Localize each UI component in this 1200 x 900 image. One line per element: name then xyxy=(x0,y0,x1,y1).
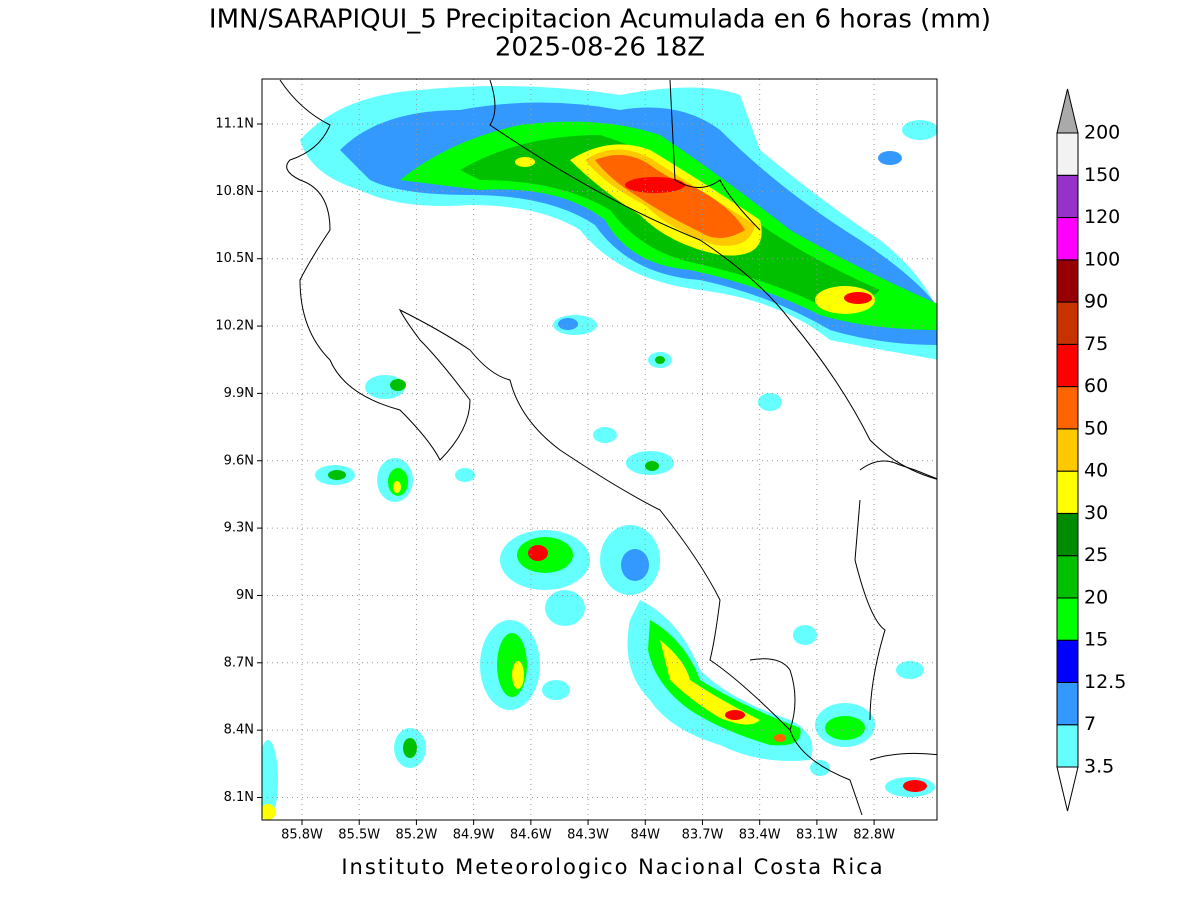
lat-tick-label: 8.4N xyxy=(224,723,254,738)
lon-tick-label: 85.8W xyxy=(281,828,323,843)
colorbar-box xyxy=(1056,724,1079,768)
colorbar-label: 100 xyxy=(1084,248,1120,270)
colorbar-box xyxy=(1056,555,1079,599)
colorbar-box xyxy=(1056,132,1079,176)
lon-tick-label: 84.3W xyxy=(567,828,609,843)
colorbar-label: 60 xyxy=(1084,375,1108,397)
colorbar-label: 12.5 xyxy=(1084,671,1126,693)
lat-tick-label: 9.3N xyxy=(224,521,254,536)
colorbar-over xyxy=(1056,88,1079,134)
lon-tick-label: 82.8W xyxy=(853,828,895,843)
lon-tick-label: 84.9W xyxy=(453,828,495,843)
colorbar-label: 90 xyxy=(1084,291,1108,313)
colorbar-box xyxy=(1056,301,1079,345)
colorbar-label: 20 xyxy=(1084,586,1108,608)
lon-tick-label: 83.4W xyxy=(739,828,781,843)
colorbar-box xyxy=(1056,428,1079,472)
lon-tick-label: 84.6W xyxy=(510,828,552,843)
colorbar-label: 150 xyxy=(1084,164,1120,186)
colorbar-box xyxy=(1056,259,1079,303)
colorbar-box xyxy=(1056,386,1079,430)
colorbar-label: 75 xyxy=(1084,333,1108,355)
lat-tick-label: 9.9N xyxy=(224,386,254,401)
colorbar-label: 120 xyxy=(1084,206,1120,228)
colorbar-box xyxy=(1056,174,1079,219)
colorbar-label: 200 xyxy=(1084,122,1120,144)
colorbar-label: 50 xyxy=(1084,417,1108,439)
lon-tick-label: 84W xyxy=(631,828,661,843)
colorbar-box xyxy=(1056,343,1079,388)
subtitle: 2025-08-26 18Z xyxy=(495,33,705,63)
colorbar-label: 25 xyxy=(1084,544,1108,566)
colorbar-box xyxy=(1056,597,1079,641)
colorbar-label: 30 xyxy=(1084,502,1108,524)
coastlines xyxy=(279,79,937,816)
lat-tick-label: 10.8N xyxy=(215,184,254,199)
graticule: 11.1N 10.8N 10.5N 10.2N 9.9N 9.6N 9.3N 9N 8.7N 8.… xyxy=(215,79,937,843)
lat-tick-label: 8.7N xyxy=(224,655,254,670)
footer: Instituto Meteorologico Nacional Costa R… xyxy=(341,855,884,879)
colorbar-label: 7 xyxy=(1084,713,1096,735)
title: IMN/SARAPIQUI_5 Precipitacion Acumulada … xyxy=(209,5,991,35)
lat-tick-label: 10.5N xyxy=(215,251,254,266)
colorbar-box xyxy=(1056,681,1079,726)
lat-tick-label: 9N xyxy=(236,588,254,603)
colorbar-box xyxy=(1056,217,1079,261)
colorbar: 3.5 7 12.5 15 20 25 30 40 50 60 75 90 100 120 150 200 xyxy=(1056,88,1126,812)
lat-tick-label: 9.6N xyxy=(224,453,254,468)
colorbar-box xyxy=(1056,470,1079,514)
lat-tick-label: 11.1N xyxy=(215,117,254,132)
lon-tick-label: 83.7W xyxy=(682,828,724,843)
colorbar-box xyxy=(1056,639,1079,683)
lon-tick-label: 83.1W xyxy=(796,828,838,843)
lon-tick-label: 85.5W xyxy=(338,828,380,843)
lat-tick-label: 8.1N xyxy=(224,790,254,805)
lon-tick-label: 85.2W xyxy=(396,828,438,843)
map-frame xyxy=(261,78,938,821)
precipitation-field xyxy=(262,85,937,820)
lat-tick-label: 10.2N xyxy=(215,319,254,334)
colorbar-label: 15 xyxy=(1084,629,1108,651)
colorbar-label: 40 xyxy=(1084,460,1108,482)
colorbar-under xyxy=(1056,766,1079,812)
colorbar-label: 3.5 xyxy=(1084,756,1114,778)
colorbar-box xyxy=(1056,512,1079,557)
